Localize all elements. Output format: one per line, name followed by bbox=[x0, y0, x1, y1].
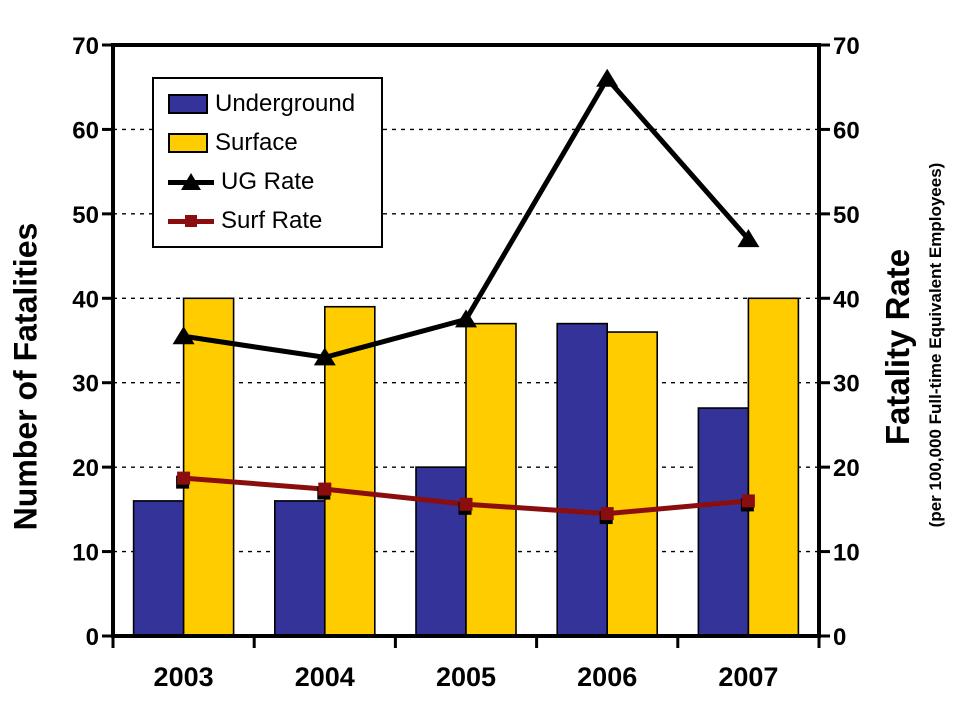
legend-label-underground: Underground bbox=[215, 90, 356, 118]
legend-label-ug-rate: UG Rate bbox=[221, 167, 315, 195]
x-axis-category-label: 2004 bbox=[295, 662, 355, 692]
right-axis-tick-label: 0 bbox=[833, 624, 846, 651]
left-axis-tick-label: 30 bbox=[72, 371, 99, 398]
right-axis-title: Fatality Rate bbox=[879, 248, 916, 446]
plot-border bbox=[111, 43, 821, 638]
left-axis-tick-label: 60 bbox=[72, 117, 99, 144]
right-axis-tick-label: 60 bbox=[833, 117, 860, 144]
left-axis-tick-label: 10 bbox=[72, 540, 99, 567]
bar-surface-2005 bbox=[465, 322, 517, 637]
surface-swatch-icon bbox=[168, 133, 208, 154]
legend-item-surface: Surface bbox=[168, 124, 381, 162]
legend-label-surface: Surface bbox=[215, 129, 298, 157]
left-axis-tick-label: 20 bbox=[72, 455, 99, 482]
right-axis-tick-label: 50 bbox=[833, 202, 860, 229]
square-marker-icon bbox=[600, 507, 614, 521]
triangle-marker-icon bbox=[455, 309, 477, 328]
legend-item-ug-rate: UG Rate bbox=[168, 163, 381, 201]
bar-underground-2005 bbox=[415, 466, 467, 637]
surf-rate-line-icon bbox=[168, 211, 214, 231]
square-marker-icon bbox=[318, 482, 332, 496]
left-axis-tick-label: 0 bbox=[86, 624, 99, 651]
triangle-marker-icon bbox=[172, 326, 195, 345]
x-axis-category-label: 2005 bbox=[436, 662, 496, 692]
bar-underground-2007 bbox=[697, 407, 750, 637]
legend-label-surf-rate: Surf Rate bbox=[221, 206, 323, 234]
bar-surface-2003 bbox=[182, 297, 235, 637]
right-axis-tick-label: 40 bbox=[833, 286, 860, 313]
left-axis-tick-label: 40 bbox=[72, 286, 99, 313]
ug-rate-line-icon bbox=[168, 172, 214, 192]
square-marker-icon bbox=[459, 497, 473, 511]
left-axis-tick-label: 70 bbox=[72, 33, 99, 60]
bar-surface-2006 bbox=[606, 331, 659, 637]
bar-underground-2004 bbox=[273, 500, 326, 637]
legend: Underground Surface UG Rate Surf Rate bbox=[152, 77, 383, 248]
x-axis-category-label: 2007 bbox=[718, 662, 778, 692]
triangle-marker-icon bbox=[737, 229, 760, 248]
legend-item-surf-rate: Surf Rate bbox=[168, 202, 381, 240]
right-axis-tick-label: 20 bbox=[833, 455, 860, 482]
bar-underground-2003 bbox=[132, 500, 185, 637]
square-marker-icon bbox=[741, 494, 755, 508]
x-axis-category-label: 2006 bbox=[577, 662, 637, 692]
underground-swatch-icon bbox=[168, 94, 208, 115]
square-marker-icon bbox=[185, 214, 197, 227]
square-marker-icon bbox=[177, 471, 191, 485]
right-axis-tick-label: 10 bbox=[833, 540, 860, 567]
right-axis-subtitle: (per 100,000 Full-time Equivalent Employ… bbox=[926, 162, 945, 528]
triangle-marker-icon bbox=[181, 172, 201, 190]
legend-item-underground: Underground bbox=[168, 85, 381, 123]
left-axis-title: Number of Fatalities bbox=[7, 222, 44, 531]
triangle-marker-icon bbox=[313, 347, 336, 366]
triangle-marker-icon bbox=[596, 68, 619, 87]
left-axis-tick-label: 50 bbox=[72, 202, 99, 229]
right-axis-tick-label: 70 bbox=[833, 33, 860, 60]
bar-surface-2007 bbox=[747, 297, 800, 637]
right-axis-tick-label: 30 bbox=[833, 371, 860, 398]
x-axis-category-label: 2003 bbox=[154, 662, 214, 692]
bar-underground-2006 bbox=[556, 322, 609, 637]
